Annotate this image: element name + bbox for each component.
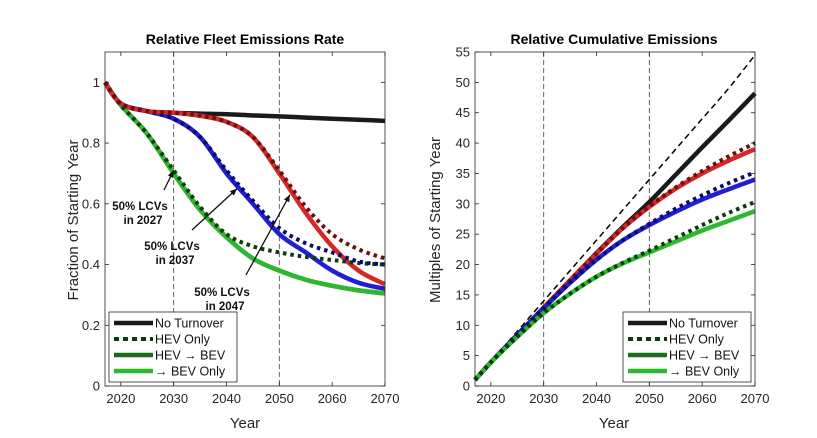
legend-item-no-turnover: No Turnover — [114, 317, 224, 331]
y-tick-label: 0.4 — [82, 257, 100, 272]
annotation-arrow-head — [229, 188, 238, 196]
annotation-line1: 50% LCVs — [144, 241, 200, 253]
series-line-2047-hev-only — [103, 81, 386, 261]
annotation-arrow-shaft — [245, 194, 291, 276]
annotation-line1: 50% LCVs — [112, 201, 168, 213]
legend-item-hev-bev: HEV → BEV — [628, 349, 740, 363]
y-tick-label: 45 — [456, 105, 470, 120]
legend: No Turnover HEV Only HEV → BEV → BEV Only — [108, 311, 238, 383]
y-tick-label: 55 — [456, 45, 470, 60]
series-line-2027-hev-only — [473, 200, 756, 382]
series-line-2037-hev-only — [103, 81, 386, 267]
annotation-line2: in 2037 — [156, 255, 195, 267]
y-tick-label: 35 — [456, 166, 470, 181]
y-tick-label: 0.6 — [82, 196, 100, 211]
x-tick-label: 2040 — [212, 391, 241, 406]
annotation-1: 50% LCVs in 2027 — [112, 170, 175, 227]
legend-item-bev-only: → BEV Only — [628, 365, 740, 379]
x-tick-label: 2030 — [159, 391, 188, 406]
legend-item-hev-only: HEV Only — [628, 333, 725, 347]
x-tick-label: 2070 — [371, 391, 400, 406]
series-line-2027-hev-only — [103, 81, 386, 267]
x-tick-label: 2020 — [106, 391, 135, 406]
y-tick-label: 40 — [456, 136, 470, 151]
series-line-baseline-no-reduction — [474, 54, 756, 381]
x-tick-label: 2050 — [265, 391, 294, 406]
x-tick-label: 2030 — [529, 391, 558, 406]
x-axis-label: Year — [230, 415, 260, 432]
y-tick-label: 50 — [456, 75, 470, 90]
x-tick-label: 2060 — [688, 391, 717, 406]
legend-label: → BEV Only — [155, 365, 226, 379]
series-line-no-turnover — [103, 81, 386, 124]
legend-label: HEV → BEV — [669, 349, 740, 363]
y-tick-label: 15 — [456, 287, 470, 302]
y-axis-label: Fraction of Starting Year — [65, 140, 82, 301]
series-line-2037-hev-only — [473, 170, 756, 382]
y-tick-label: 20 — [456, 257, 470, 272]
legend-label: HEV Only — [155, 333, 211, 347]
y-tick-label: 0.2 — [82, 318, 100, 333]
y-tick-label: 0.8 — [82, 136, 100, 151]
x-tick-label: 2050 — [635, 391, 664, 406]
y-tick-label: 0 — [463, 379, 470, 394]
plot-frame — [104, 51, 386, 387]
x-tick-label: 2020 — [476, 391, 505, 406]
panel-fleet-emissions-rate: Relative Fleet Emissions Rate Year Fract… — [65, 31, 399, 432]
chart-title: Relative Fleet Emissions Rate — [146, 31, 345, 47]
x-tick-label: 2070 — [741, 391, 770, 406]
legend-item-no-turnover: No Turnover — [628, 317, 738, 331]
panel-cumulative-emissions: Relative Cumulative Emissions Year Multi… — [427, 31, 769, 432]
x-tick-label: 2040 — [582, 391, 611, 406]
annotation-line1: 50% LCVs — [194, 287, 250, 299]
annotation-line2: in 2047 — [206, 301, 245, 313]
legend-label: No Turnover — [155, 317, 224, 331]
annotation-arrow-head — [167, 170, 174, 179]
annotation-arrow-head — [283, 194, 290, 203]
legend-item-hev-only: HEV Only — [114, 333, 211, 347]
legend-item-bev-only: → BEV Only — [114, 365, 226, 379]
legend-item-hev-bev: HEV → BEV — [114, 349, 226, 363]
series-line-2047-bev — [103, 81, 387, 287]
y-axis-label: Multiples of Starting Year — [427, 137, 444, 303]
y-tick-label: 25 — [456, 227, 470, 242]
legend-label: → BEV Only — [669, 365, 740, 379]
y-tick-label: 10 — [456, 318, 470, 333]
legend-label: HEV Only — [669, 333, 725, 347]
annotation-3: 50% LCVs in 2047 — [194, 194, 291, 313]
annotation-line2: in 2027 — [124, 215, 163, 227]
chart-title: Relative Cumulative Emissions — [511, 31, 718, 47]
plot-frame — [474, 51, 756, 387]
y-tick-label: 30 — [456, 196, 470, 211]
y-tick-label: 1 — [93, 75, 100, 90]
annotation-arrow-shaft — [191, 188, 238, 231]
y-tick-label: 5 — [463, 348, 470, 363]
x-tick-label: 2060 — [318, 391, 347, 406]
legend-label: No Turnover — [669, 317, 738, 331]
legend-label: HEV → BEV — [155, 349, 226, 363]
y-tick-label: 0 — [93, 379, 100, 394]
x-axis-label: Year — [599, 415, 629, 432]
annotation-2: 50% LCVs in 2037 — [144, 188, 238, 267]
legend: No Turnover HEV Only HEV → BEV → BEV Only — [622, 311, 752, 383]
